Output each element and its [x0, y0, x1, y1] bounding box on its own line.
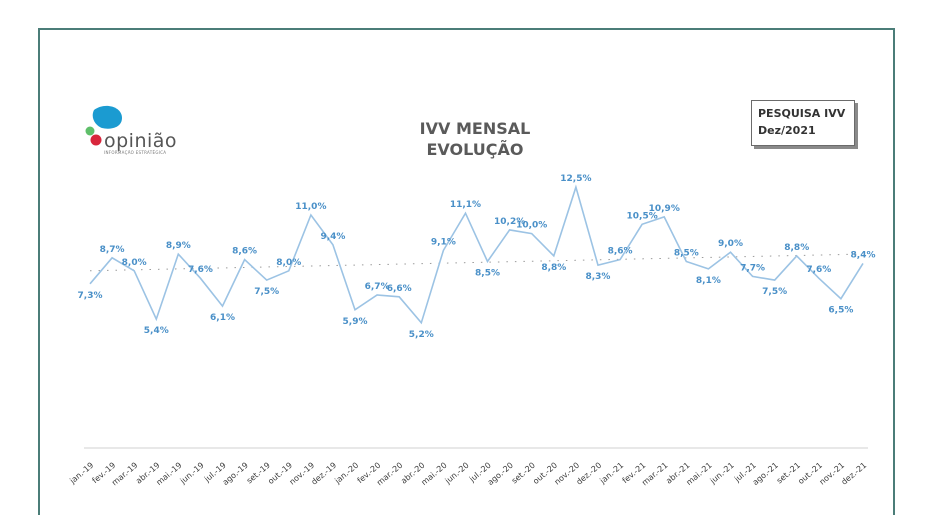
data-label: 8,6%: [608, 247, 633, 257]
chart-title: IVV MENSAL EVOLUÇÃO: [390, 118, 560, 160]
chart-title-line2: EVOLUÇÃO: [426, 140, 524, 159]
data-label: 8,8%: [541, 263, 566, 273]
reference-line: [89, 253, 864, 272]
data-label: 5,4%: [144, 326, 169, 336]
data-label: 8,5%: [475, 269, 500, 279]
x-tick-label: jan.-19: [67, 461, 95, 486]
x-tick-label: jan.-20: [332, 461, 360, 486]
data-label: 9,0%: [718, 239, 743, 249]
data-label: 12,5%: [560, 174, 591, 184]
data-label: 8,7%: [100, 245, 125, 255]
data-label: 9,1%: [431, 237, 456, 247]
x-tick-label: dez.-20: [575, 461, 604, 487]
data-label: 6,7%: [365, 282, 390, 292]
data-label: 8,4%: [851, 250, 876, 260]
x-tick-label: jun.-20: [443, 461, 471, 487]
data-label: 6,1%: [210, 313, 235, 323]
data-label: 7,6%: [806, 265, 831, 275]
data-label: 8,6%: [232, 247, 257, 257]
data-label: 5,9%: [343, 317, 368, 327]
x-tick-label: jun.-19: [178, 461, 206, 487]
data-label: 10,0%: [516, 221, 547, 231]
data-label: 6,6%: [387, 284, 412, 294]
x-tick-label: jan.-21: [597, 461, 625, 486]
data-label: 5,2%: [409, 330, 434, 340]
survey-badge: PESQUISA IVV Dez/2021: [751, 100, 855, 146]
data-label: 7,3%: [78, 291, 103, 301]
data-label: 8,0%: [122, 258, 147, 268]
data-label: 10,9%: [649, 204, 680, 214]
data-label: 11,1%: [450, 200, 481, 210]
x-tick-label: dez.-19: [310, 461, 339, 487]
brand-logo-icon: [85, 105, 122, 146]
data-label: 7,5%: [762, 287, 787, 297]
data-label: 8,9%: [166, 241, 191, 251]
data-label: 8,3%: [585, 272, 610, 282]
data-label: 6,5%: [828, 306, 853, 316]
data-label: 7,5%: [254, 287, 279, 297]
data-label: 8,5%: [674, 249, 699, 259]
data-label: 8,1%: [696, 276, 721, 286]
x-tick-label: dez.-21: [840, 461, 869, 487]
data-label: 8,0%: [276, 258, 301, 268]
chart-title-line1: IVV MENSAL: [419, 119, 531, 138]
data-label: 7,7%: [740, 263, 765, 273]
series-line: [89, 184, 864, 325]
data-label: 9,4%: [320, 232, 345, 242]
x-tick-label: jun.-21: [708, 461, 736, 487]
data-label: 10,5%: [627, 211, 658, 221]
brand-tagline: INFORMAÇÃO ESTRATÉGICA: [104, 150, 167, 155]
brand-name: opinião: [104, 130, 178, 152]
data-label: 7,6%: [188, 265, 213, 275]
survey-badge-line1: PESQUISA IVV: [758, 107, 846, 120]
survey-badge-line2: Dez/2021: [758, 124, 816, 137]
data-label: 8,8%: [784, 243, 809, 253]
data-label: 10,2%: [494, 217, 525, 227]
data-label: 11,0%: [295, 202, 326, 212]
